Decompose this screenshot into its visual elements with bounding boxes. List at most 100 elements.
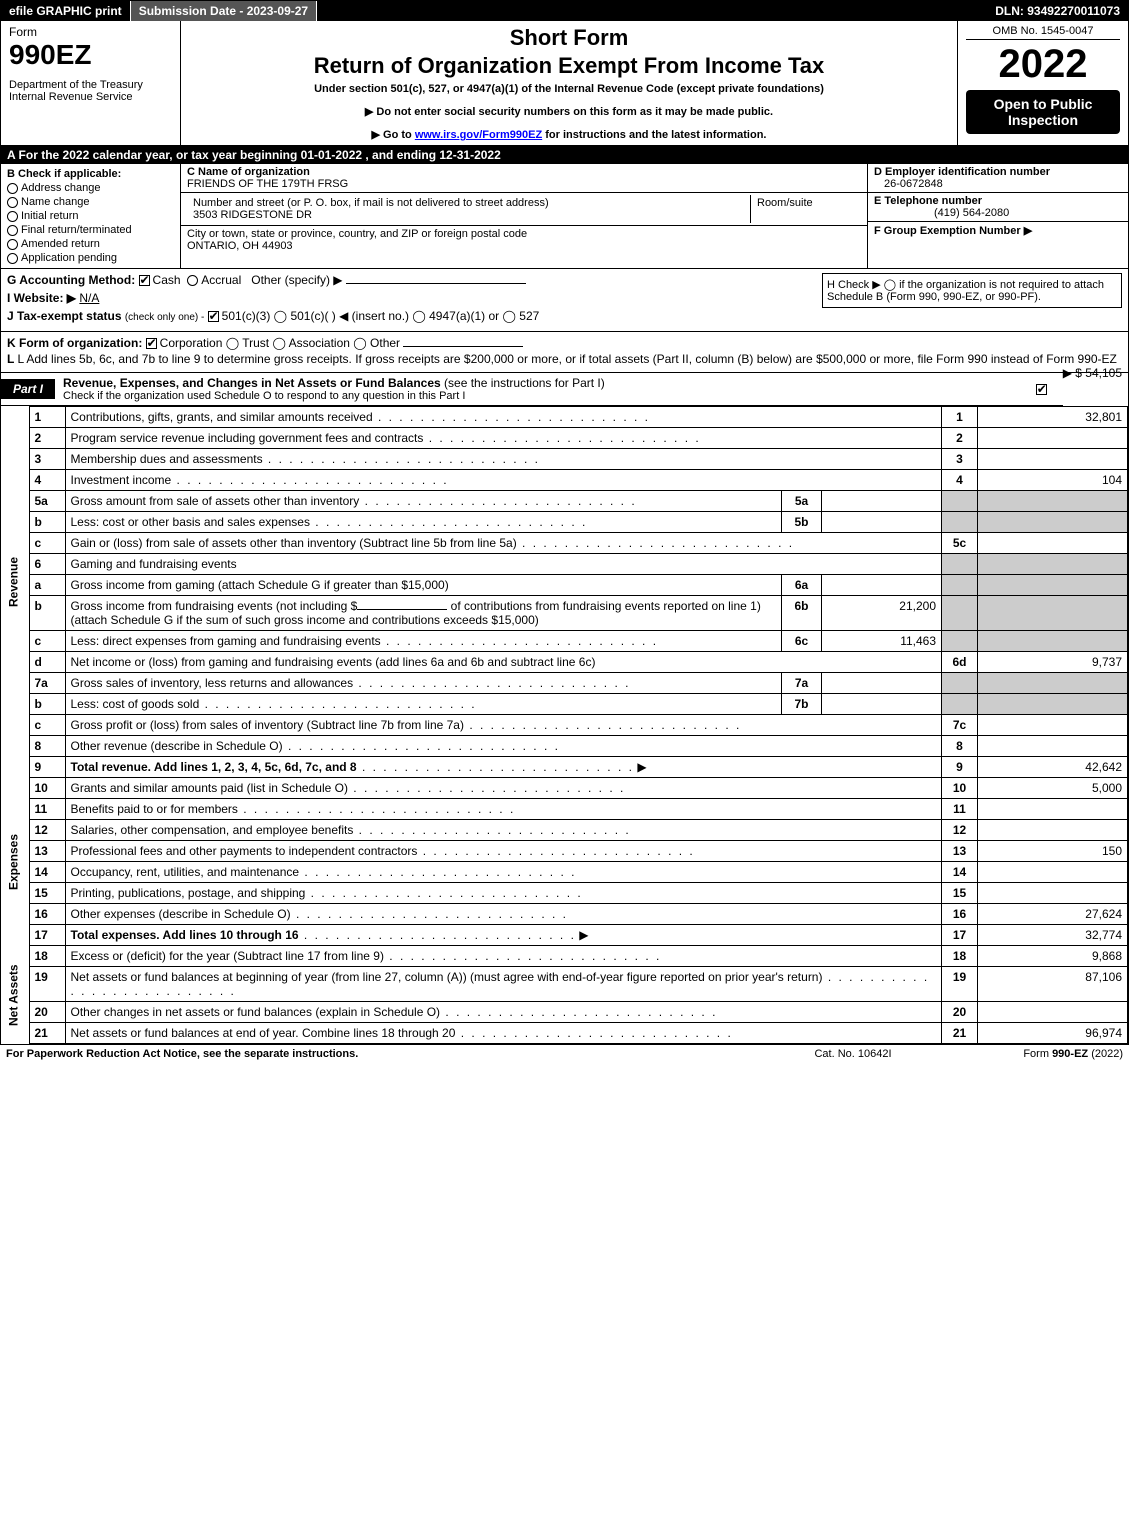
row-a-tax-year: A For the 2022 calendar year, or tax yea… (1, 146, 1128, 164)
amt-6d: 9,737 (978, 652, 1128, 673)
form-subtitle: Under section 501(c), 527, or 4947(a)(1)… (189, 83, 949, 95)
j-label: J Tax-exempt status (7, 309, 122, 323)
l-amount: ▶ $ 54,105 (1063, 366, 1122, 380)
ein-box: D Employer identification number 26-0672… (868, 164, 1128, 193)
row-h: H Check ▶ ◯ if the organization is not r… (822, 273, 1122, 308)
amt-18: 9,868 (978, 946, 1128, 967)
amt-7c (978, 715, 1128, 736)
j-opts: 501(c)(3) ◯ 501(c)( ) ◀ (insert no.) ◯ 4… (222, 309, 540, 323)
addr-row: Number and street (or P. O. box, if mail… (181, 193, 867, 226)
chk-name-change[interactable]: Name change (7, 196, 174, 208)
section-bcdef: B Check if applicable: Address change Na… (1, 164, 1128, 269)
chk-final-return[interactable]: Final return/terminated (7, 224, 174, 236)
side-revenue: Revenue (1, 407, 29, 757)
amt-5c (978, 533, 1128, 554)
form-title: Return of Organization Exempt From Incom… (189, 53, 949, 79)
goto-pre: ▶ Go to (372, 129, 415, 141)
b-header: B Check if applicable: (7, 168, 121, 180)
org-name: FRIENDS OF THE 179TH FRSG (187, 178, 348, 190)
ein-label: D Employer identification number (874, 166, 1050, 178)
col-c-name-address: C Name of organization FRIENDS OF THE 17… (181, 164, 868, 268)
row-j: J Tax-exempt status (check only one) - 5… (7, 309, 1122, 323)
amt-9: 42,642 (978, 757, 1128, 778)
part1-tab: Part I (1, 379, 55, 399)
chk-address-change[interactable]: Address change (7, 182, 174, 194)
chk-cash[interactable] (139, 275, 150, 286)
part1-table: Revenue 1 Contributions, gifts, grants, … (1, 406, 1128, 1044)
phone-box: E Telephone number (419) 564-2080 (868, 193, 1128, 222)
amt-1: 32,801 (978, 407, 1128, 428)
tax-year: 2022 (966, 44, 1120, 84)
amt-17: 32,774 (978, 925, 1128, 946)
val-6b: 21,200 (822, 596, 942, 631)
form-id-block: Form 990EZ Department of the Treasury In… (1, 21, 181, 145)
form-header: Form 990EZ Department of the Treasury In… (1, 21, 1128, 146)
k-label: K Form of organization: (7, 336, 142, 350)
city-state-zip: ONTARIO, OH 44903 (187, 240, 293, 252)
form-title-block: Short Form Return of Organization Exempt… (181, 21, 958, 145)
row-k: K Form of organization: Corporation ◯ Tr… (7, 336, 1122, 350)
group-exemption-label: F Group Exemption Number ▶ (874, 225, 1032, 237)
l-text: L Add lines 5b, 6c, and 7b to line 9 to … (17, 352, 1116, 366)
val-6c: 11,463 (822, 631, 942, 652)
chk-initial-return[interactable]: Initial return (7, 210, 174, 222)
form-word: Form (9, 25, 172, 39)
chk-amended-return[interactable]: Amended return (7, 238, 174, 250)
website-value: N/A (79, 291, 99, 305)
chk-corporation[interactable] (146, 338, 157, 349)
short-form-label: Short Form (189, 25, 949, 51)
org-name-label: C Name of organization (187, 166, 861, 178)
omb-block: OMB No. 1545-0047 2022 Open to Public In… (958, 21, 1128, 145)
open-to-public: Open to Public Inspection (966, 90, 1120, 134)
chk-501c3[interactable] (208, 311, 219, 322)
part1-schedule-o-check[interactable] (1023, 382, 1063, 396)
goto-note: ▶ Go to www.irs.gov/Form990EZ for instru… (189, 128, 949, 141)
col-def: D Employer identification number 26-0672… (868, 164, 1128, 268)
footer-catno: Cat. No. 10642I (763, 1048, 943, 1060)
ein-value: 26-0672848 (874, 178, 943, 190)
part1-header: Part I Revenue, Expenses, and Changes in… (1, 373, 1063, 406)
group-exemption-box: F Group Exemption Number ▶ (868, 222, 1128, 239)
footer-left: For Paperwork Reduction Act Notice, see … (6, 1048, 763, 1060)
dept-label: Department of the Treasury Internal Reve… (9, 79, 172, 103)
form-number: 990EZ (9, 39, 172, 71)
ssn-warning: ▶ Do not enter social security numbers o… (189, 105, 949, 118)
phone-label: E Telephone number (874, 195, 982, 207)
chk-application-pending[interactable]: Application pending (7, 252, 174, 264)
irs-link[interactable]: www.irs.gov/Form990EZ (415, 129, 542, 141)
org-name-box: C Name of organization FRIENDS OF THE 17… (181, 164, 867, 193)
section-kl: K Form of organization: Corporation ◯ Tr… (1, 332, 1128, 373)
omb-number: OMB No. 1545-0047 (966, 25, 1120, 40)
row-l: L L Add lines 5b, 6c, and 7b to line 9 t… (7, 352, 1122, 366)
amt-21: 96,974 (978, 1023, 1128, 1044)
part1-title: Revenue, Expenses, and Changes in Net As… (55, 373, 1023, 405)
amt-3 (978, 449, 1128, 470)
phone-value: (419) 564-2080 (874, 207, 1009, 219)
submission-date: Submission Date - 2023-09-27 (131, 1, 317, 21)
i-label: I Website: ▶ (7, 291, 76, 305)
amt-10: 5,000 (978, 778, 1128, 799)
amt-19: 87,106 (978, 967, 1128, 1002)
top-bar: efile GRAPHIC print Submission Date - 20… (1, 1, 1128, 21)
page-footer: For Paperwork Reduction Act Notice, see … (0, 1045, 1129, 1063)
goto-post: for instructions and the latest informat… (542, 129, 766, 141)
dln: DLN: 93492270011073 (987, 1, 1128, 21)
amt-13: 150 (978, 841, 1128, 862)
col-b-checkboxes: B Check if applicable: Address change Na… (1, 164, 181, 268)
addr-label: Number and street (or P. O. box, if mail… (193, 197, 744, 209)
efile-print-label[interactable]: efile GRAPHIC print (1, 1, 131, 21)
street-address: 3503 RIDGESTONE DR (193, 209, 312, 221)
amt-4: 104 (978, 470, 1128, 491)
room-label: Room/suite (757, 197, 813, 209)
city-label: City or town, state or province, country… (187, 228, 861, 240)
footer-form: Form 990-EZ (2022) (943, 1048, 1123, 1060)
amt-16: 27,624 (978, 904, 1128, 925)
amt-2 (978, 428, 1128, 449)
section-ghij: G Accounting Method: Cash Accrual Other … (1, 269, 1128, 332)
city-box: City or town, state or province, country… (181, 226, 867, 254)
amt-8 (978, 736, 1128, 757)
h-text: H Check ▶ ◯ if the organization is not r… (827, 279, 1104, 303)
side-expenses: Expenses (1, 778, 29, 946)
j-sub: (check only one) - (125, 312, 204, 323)
chk-accrual[interactable] (187, 275, 198, 286)
